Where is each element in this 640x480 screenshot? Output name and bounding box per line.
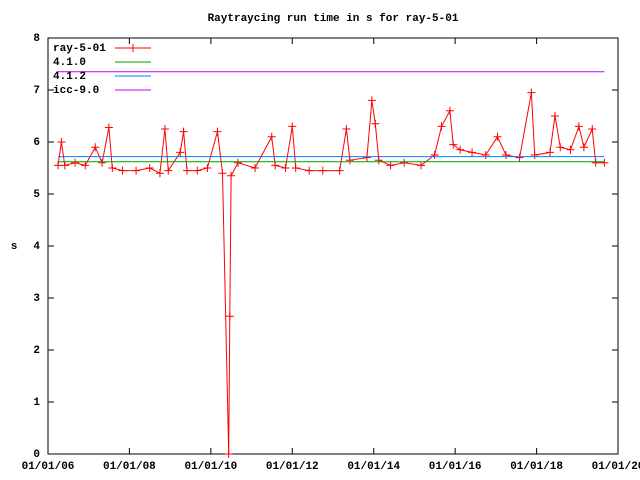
point-marker <box>183 166 192 175</box>
y-tick-label: 7 <box>33 85 40 97</box>
legend-label: icc-9.0 <box>53 85 99 97</box>
y-tick-label: 8 <box>33 33 40 45</box>
point-marker <box>481 151 490 159</box>
point-marker <box>227 171 236 180</box>
point-marker <box>556 143 565 152</box>
point-marker <box>104 123 113 132</box>
point-marker <box>225 312 234 321</box>
point-marker <box>430 151 439 159</box>
point-marker <box>456 145 465 154</box>
point-marker <box>305 166 314 175</box>
point-marker <box>574 122 583 131</box>
point-marker <box>374 156 383 165</box>
point-marker <box>345 156 354 165</box>
point-marker <box>449 140 458 149</box>
point-marker <box>203 164 212 172</box>
point-marker <box>98 158 107 167</box>
legend-label: 4.1.2 <box>53 71 86 83</box>
point-marker <box>545 148 554 157</box>
point-marker <box>57 138 66 146</box>
x-tick-label: 01/01/18 <box>510 461 563 473</box>
point-marker <box>71 158 80 167</box>
point-marker <box>468 148 477 157</box>
point-marker <box>267 132 276 141</box>
point-marker <box>281 164 290 172</box>
point-marker <box>271 161 280 170</box>
point-marker <box>81 161 90 170</box>
point-marker <box>164 166 173 175</box>
point-marker <box>551 112 560 120</box>
point-marker <box>566 145 575 154</box>
x-tick-label: 01/01/20 <box>592 461 640 473</box>
point-marker <box>218 169 227 178</box>
point-marker <box>530 151 539 159</box>
point-marker <box>591 158 600 167</box>
point-marker <box>118 166 127 175</box>
point-marker <box>160 125 169 133</box>
x-tick-label: 01/01/10 <box>184 461 237 473</box>
x-tick-label: 01/01/14 <box>347 461 400 473</box>
point-marker <box>579 143 588 152</box>
series-line <box>57 92 605 455</box>
point-marker <box>445 106 454 115</box>
point-marker <box>527 88 536 97</box>
point-marker <box>193 166 202 175</box>
point-marker <box>367 96 376 105</box>
y-tick-label: 0 <box>33 449 40 461</box>
point-marker <box>233 158 242 167</box>
point-marker <box>54 161 63 170</box>
x-tick-label: 01/01/08 <box>103 461 156 473</box>
point-marker <box>362 153 371 162</box>
legend-label: 4.1.0 <box>53 57 86 69</box>
point-marker <box>179 127 188 136</box>
point-marker <box>251 164 260 172</box>
point-marker <box>145 164 154 172</box>
y-tick-label: 2 <box>33 345 40 357</box>
y-tick-label: 5 <box>33 189 40 201</box>
x-tick-label: 01/01/16 <box>429 461 482 473</box>
y-axis-label: s <box>11 241 18 253</box>
point-marker <box>493 132 502 141</box>
point-marker <box>224 450 233 458</box>
point-marker <box>417 161 426 170</box>
point-marker <box>588 125 597 133</box>
y-tick-label: 1 <box>33 397 40 409</box>
legend-label: ray-5-01 <box>53 43 106 55</box>
point-marker <box>176 148 185 157</box>
point-marker <box>400 158 409 167</box>
point-marker <box>335 166 344 175</box>
point-marker <box>291 164 300 172</box>
point-marker <box>213 127 222 136</box>
point-marker <box>60 161 69 170</box>
point-marker <box>342 125 351 133</box>
point-marker <box>600 158 609 167</box>
legend-marker <box>129 44 137 52</box>
point-marker <box>132 166 141 175</box>
y-tick-label: 6 <box>33 137 40 149</box>
x-tick-label: 01/01/12 <box>266 461 319 473</box>
plot-frame <box>47 37 619 455</box>
x-tick-label: 01/01/06 <box>22 461 75 473</box>
point-marker <box>318 166 327 175</box>
y-tick-label: 3 <box>33 293 40 305</box>
y-tick-label: 4 <box>33 241 40 253</box>
point-marker <box>108 164 117 172</box>
chart-title: Raytraycing run time in s for ray-5-01 <box>208 13 459 25</box>
point-marker <box>515 153 524 162</box>
point-marker <box>91 143 100 152</box>
point-marker <box>501 151 510 159</box>
point-marker <box>155 169 164 178</box>
point-marker <box>288 122 297 131</box>
point-marker <box>437 122 446 131</box>
point-marker <box>371 119 380 128</box>
point-marker <box>386 161 395 170</box>
